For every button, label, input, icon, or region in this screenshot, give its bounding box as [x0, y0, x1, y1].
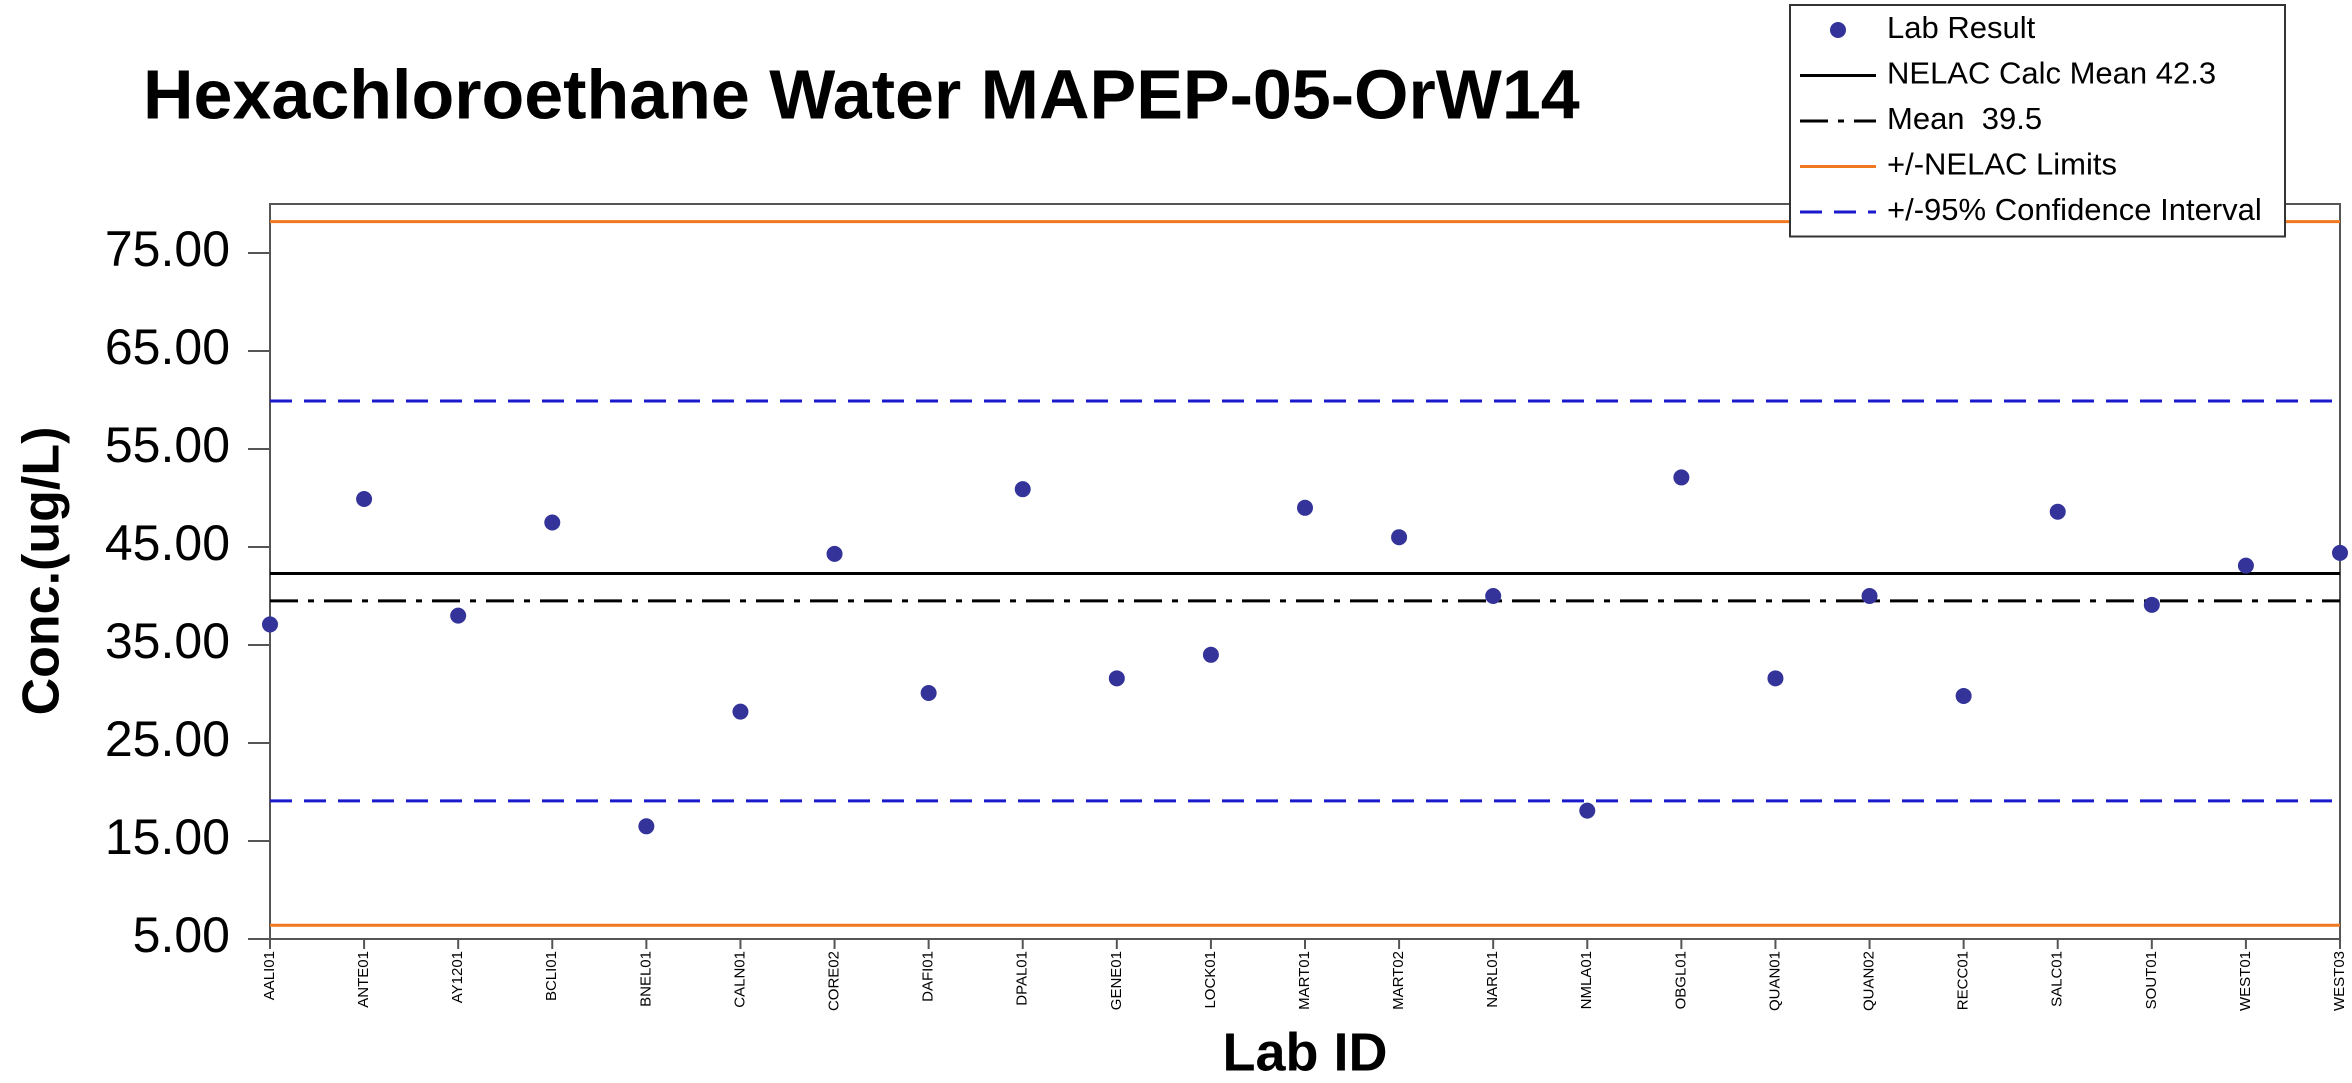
data-point — [826, 545, 843, 562]
data-point — [1297, 499, 1313, 516]
data-point — [638, 818, 655, 835]
data-point — [2049, 503, 2066, 520]
legend-label: +/-95% Confidence Interval — [1887, 192, 2262, 227]
data-point — [1673, 469, 1690, 486]
x-tick-label: SALC01 — [2049, 951, 2066, 1007]
x-tick-label: ANTE01 — [355, 951, 372, 1008]
data-point — [262, 616, 278, 633]
x-tick-label: AY1201 — [449, 951, 466, 1003]
data-point — [1485, 588, 1502, 604]
x-axis-label: Lab ID — [1222, 1022, 1387, 1082]
x-tick-label: NMLA01 — [1578, 951, 1595, 1009]
data-point — [2237, 557, 2254, 574]
data-point — [1108, 670, 1125, 687]
legend-symbol — [1830, 22, 1846, 38]
x-tick-label: RECC01 — [1955, 951, 1972, 1010]
y-tick-label: 15.00 — [105, 809, 230, 865]
x-tick-label: WEST01 — [2237, 951, 2254, 1011]
x-tick-label: QUAN02 — [1861, 951, 1878, 1011]
chart-title: Hexachloroethane Water MAPEP-05-OrW14 — [143, 55, 1580, 133]
x-tick-label: DAFI01 — [920, 951, 937, 1002]
x-tick-label: SOUT01 — [2143, 951, 2160, 1009]
legend: Lab Result NELAC Calc Mean 42.3 Mean 39.5 +… — [1789, 4, 2286, 238]
y-tick-label: 55.00 — [105, 417, 230, 473]
y-tick-label: 75.00 — [105, 221, 230, 277]
y-tick-label: 5.00 — [133, 907, 230, 963]
y-tick-label: 25.00 — [105, 711, 230, 767]
x-tick-label: BNEL01 — [637, 951, 654, 1007]
x-tick-label: GENE01 — [1108, 951, 1125, 1010]
data-point — [1861, 588, 1878, 604]
y-tick-label: 45.00 — [105, 515, 230, 571]
data-point — [450, 607, 467, 624]
data-point — [1955, 687, 1972, 704]
data-point — [356, 490, 373, 507]
data-point — [1202, 646, 1219, 663]
data-point — [1391, 529, 1408, 546]
y-tick-label: 65.00 — [105, 319, 230, 375]
legend-label: Mean 39.5 — [1887, 101, 2042, 136]
x-tick-label: CALN01 — [731, 951, 748, 1008]
x-tick-label: DPAL01 — [1014, 951, 1031, 1006]
y-tick-label: 35.00 — [105, 613, 230, 669]
data-point — [544, 514, 561, 531]
data-point — [1767, 670, 1784, 687]
data-point — [920, 685, 937, 702]
legend-label: Lab Result — [1887, 10, 2036, 45]
x-tick-label: MART02 — [1390, 951, 1407, 1010]
x-tick-label: NARL01 — [1484, 951, 1501, 1008]
y-axis-label: Conc.(ug/L) — [13, 427, 71, 716]
data-point — [1014, 481, 1031, 498]
x-tick-label: LOCK01 — [1202, 951, 1219, 1009]
x-tick-label: AALI01 — [261, 951, 278, 1000]
x-tick-label: MART01 — [1296, 951, 1313, 1010]
x-tick-label: WEST03 — [2331, 951, 2348, 1011]
data-point — [2332, 544, 2348, 561]
x-tick-label: CORE02 — [826, 951, 843, 1011]
legend-label: NELAC Calc Mean 42.3 — [1887, 56, 2216, 91]
x-tick-label: OBGL01 — [1672, 951, 1689, 1009]
x-tick-label: BCLI01 — [543, 951, 560, 1001]
data-point — [2143, 596, 2160, 613]
data-point — [732, 703, 749, 720]
data-point — [1579, 802, 1596, 819]
x-tick-label: QUAN01 — [1766, 951, 1783, 1011]
legend-label: +/-NELAC Limits — [1887, 147, 2117, 182]
